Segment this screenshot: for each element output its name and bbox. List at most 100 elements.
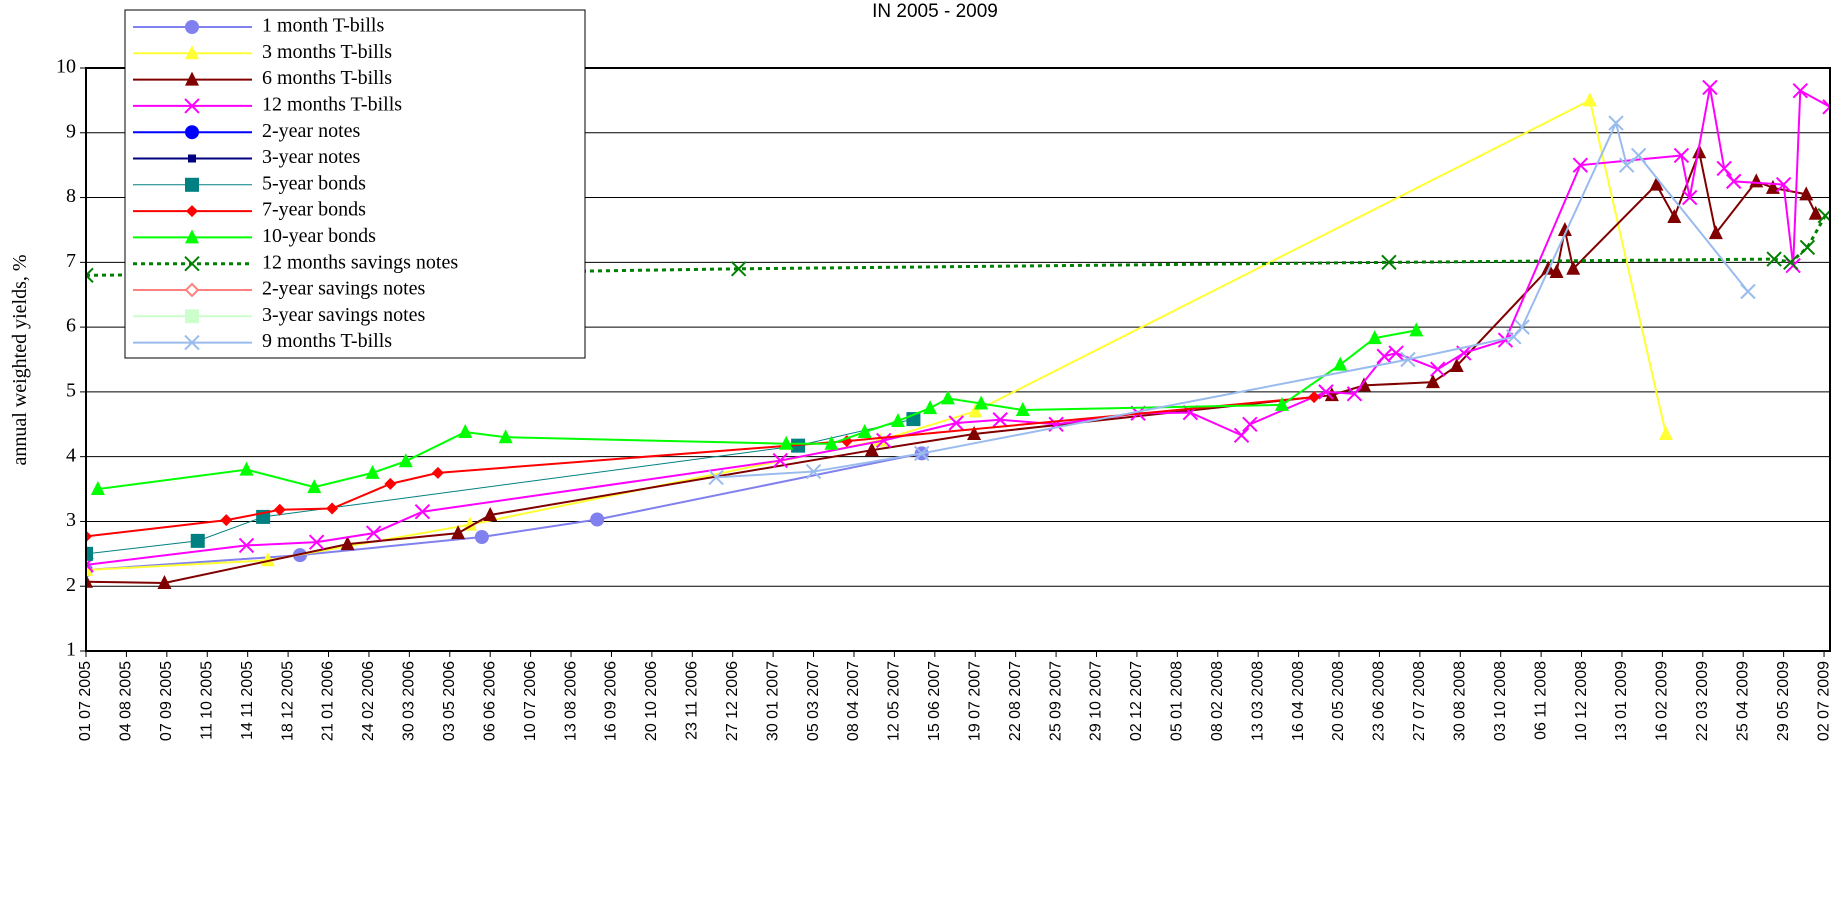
legend-marker bbox=[185, 125, 199, 140]
point bbox=[873, 432, 888, 447]
point bbox=[365, 464, 380, 479]
point bbox=[1702, 79, 1718, 96]
point bbox=[824, 435, 839, 450]
legend-entry: 2-year savings notes bbox=[133, 278, 426, 300]
legend: 1 month T-bills 3 months T-bills 6 months … bbox=[124, 9, 586, 359]
legend-label: 2-year notes bbox=[262, 120, 361, 142]
x-tick-label: 10 12 2008 bbox=[1573, 661, 1590, 741]
point bbox=[462, 516, 477, 531]
point bbox=[974, 395, 989, 410]
point bbox=[190, 533, 205, 548]
x-tick-label: 07 09 2005 bbox=[158, 661, 175, 741]
point bbox=[340, 536, 355, 551]
point bbox=[1409, 322, 1424, 337]
point bbox=[365, 525, 382, 541]
series bbox=[86, 412, 921, 561]
x-tick-label: 08 04 2007 bbox=[845, 661, 862, 741]
legend-marker bbox=[184, 255, 200, 272]
point bbox=[1381, 254, 1397, 271]
point bbox=[940, 390, 955, 405]
point bbox=[451, 525, 466, 540]
point bbox=[414, 504, 431, 520]
x-tick-label: 16 09 2006 bbox=[603, 661, 620, 741]
x-tick-label: 27 07 2008 bbox=[1411, 661, 1428, 741]
legend-marker bbox=[185, 71, 199, 86]
legend-entry: 3-year notes bbox=[133, 146, 361, 168]
point bbox=[1572, 157, 1589, 173]
series bbox=[90, 322, 1424, 496]
point bbox=[1582, 92, 1597, 107]
point bbox=[1333, 356, 1348, 371]
point bbox=[220, 514, 233, 527]
x-tick-label: 20 05 2008 bbox=[1330, 661, 1347, 741]
x-tick-label: 22 03 2009 bbox=[1694, 661, 1711, 741]
point bbox=[326, 502, 339, 515]
point bbox=[86, 267, 94, 283]
legend-marker bbox=[188, 154, 196, 163]
point bbox=[1429, 361, 1446, 377]
point bbox=[1822, 99, 1830, 115]
x-tick-label: 13 08 2006 bbox=[562, 661, 579, 741]
legend-marker bbox=[185, 20, 199, 34]
y-tick-label: 8 bbox=[66, 185, 76, 207]
legend-label: 5-year bonds bbox=[262, 172, 366, 194]
point bbox=[1799, 239, 1816, 256]
point bbox=[474, 529, 489, 544]
point bbox=[90, 481, 105, 496]
point bbox=[1658, 425, 1673, 440]
legend-marker bbox=[184, 98, 200, 114]
legend-entry: 2-year notes bbox=[133, 120, 361, 142]
point bbox=[1015, 402, 1030, 417]
legend-box bbox=[124, 9, 586, 359]
point bbox=[1765, 179, 1780, 194]
legend-entry: 9 months T-bills bbox=[133, 330, 392, 352]
point bbox=[772, 452, 788, 469]
x-tick-label: 16 02 2009 bbox=[1654, 661, 1671, 741]
point bbox=[914, 445, 930, 462]
x-tick-label: 03 10 2008 bbox=[1492, 661, 1509, 741]
point bbox=[307, 479, 322, 494]
legend-entry: 6 months T-bills bbox=[133, 67, 392, 89]
point bbox=[1619, 157, 1635, 173]
point bbox=[86, 573, 93, 588]
point bbox=[1497, 332, 1514, 348]
x-tick-label: 05 03 2007 bbox=[805, 661, 822, 741]
plot-frame bbox=[85, 67, 1831, 652]
point bbox=[157, 574, 172, 589]
point bbox=[1376, 348, 1392, 364]
point bbox=[1318, 384, 1334, 400]
point bbox=[431, 466, 444, 479]
legend-entry: 3 months T-bills bbox=[133, 41, 392, 63]
legend-entry: 12 months T-bills bbox=[133, 93, 402, 115]
point bbox=[1749, 173, 1764, 188]
point bbox=[1549, 264, 1564, 279]
legend-label: 6 months T-bills bbox=[262, 67, 392, 89]
x-tick-label: 29 05 2009 bbox=[1775, 661, 1792, 741]
point bbox=[1541, 260, 1556, 275]
point bbox=[968, 403, 983, 418]
series-line bbox=[86, 396, 1315, 538]
point bbox=[1514, 319, 1530, 335]
point bbox=[805, 463, 822, 480]
x-tick-label: 05 01 2008 bbox=[1169, 661, 1186, 741]
point bbox=[308, 534, 325, 550]
y-tick-label: 2 bbox=[66, 574, 76, 596]
x-tick-label: 04 08 2005 bbox=[118, 661, 135, 741]
point bbox=[864, 442, 879, 457]
x-tick-label: 12 05 2007 bbox=[886, 661, 903, 741]
legend-label: 10-year bonds bbox=[262, 225, 376, 247]
chart-title: IN 2005 - 2009 bbox=[872, 1, 998, 22]
point bbox=[1557, 221, 1572, 236]
x-tick-label: 10 07 2006 bbox=[522, 661, 539, 741]
point bbox=[1783, 254, 1799, 271]
point bbox=[498, 429, 513, 444]
point bbox=[239, 461, 254, 476]
point bbox=[1682, 189, 1698, 206]
x-tick-label: 06 11 2008 bbox=[1532, 661, 1549, 740]
point bbox=[1740, 283, 1756, 300]
legend-label: 7-year bonds bbox=[262, 199, 366, 221]
legend-entry: 1 month T-bills bbox=[133, 15, 384, 37]
point bbox=[1367, 330, 1382, 345]
y-tick-label: 1 bbox=[66, 639, 76, 661]
